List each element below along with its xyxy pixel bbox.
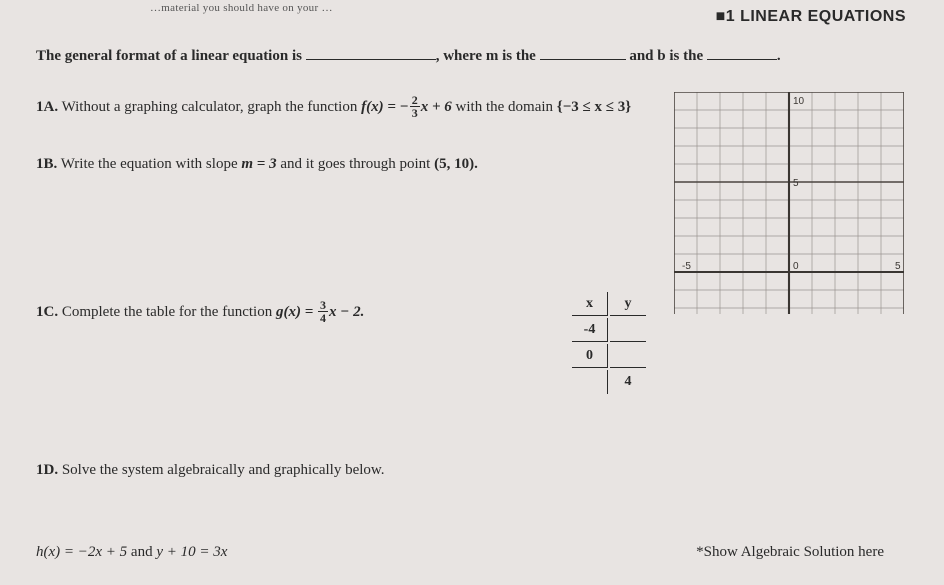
q1b-text3: . — [474, 156, 478, 172]
xtick-neg5: -5 — [682, 261, 691, 272]
xy-cell: 4 — [610, 370, 646, 394]
xtick-5: 5 — [895, 261, 901, 272]
q1c-label: 1C. — [36, 304, 58, 320]
q1b-label: 1B. — [36, 156, 57, 172]
q1c-fraction: 34 — [318, 299, 328, 324]
q1a-text1: Without a graphing calculator, graph the… — [58, 99, 361, 115]
q1b-m: m = 3 — [241, 156, 276, 172]
blank-linear-format — [306, 46, 436, 60]
q1a-text2: with the domain — [452, 99, 557, 115]
section-header: ■1 LINEAR EQUATIONS — [716, 8, 906, 26]
intro-part1: The general format of a linear equation … — [36, 48, 306, 64]
xy-header-y: y — [610, 292, 646, 316]
xtick-0: 0 — [793, 261, 799, 272]
q1a-label: 1A. — [36, 99, 58, 115]
q1c-g-lhs: g(x) = — [276, 304, 317, 320]
blank-m — [540, 46, 626, 60]
q1a-fn-rhs: x + 6 — [421, 99, 452, 115]
question-1b: 1B. Write the equation with slope m = 3 … — [36, 156, 676, 173]
question-1d: 1D. Solve the system algebraically and g… — [36, 462, 385, 479]
coordinate-grid: -5 0 5 5 10 — [674, 92, 904, 314]
ytick-5: 5 — [793, 178, 799, 189]
intro-sentence: The general format of a linear equation … — [36, 46, 906, 65]
xy-cell: 0 — [572, 344, 608, 368]
xy-cell — [610, 344, 646, 368]
table-row: 4 — [572, 370, 646, 394]
eq-y: y + 10 = 3x — [156, 544, 227, 560]
intro-part4: . — [777, 48, 781, 64]
page-cutoff-text: …material you should have on your … — [150, 2, 333, 14]
q1c-g-rhs: x − 2. — [329, 304, 364, 320]
q1b-text2: and it goes through point — [277, 156, 435, 172]
q1b-point: (5, 10) — [434, 156, 474, 172]
xy-header-x: x — [572, 292, 608, 316]
ytick-10: 10 — [793, 96, 805, 107]
table-row: x y — [572, 292, 646, 316]
q1b-text1: Write the equation with slope — [57, 156, 241, 172]
q1d-text1: Solve the system algebraically and graph… — [58, 462, 384, 478]
xy-cell: -4 — [572, 318, 608, 342]
q1d-label: 1D. — [36, 462, 58, 478]
intro-part2: , where m is the — [436, 48, 540, 64]
blank-b — [707, 46, 777, 60]
table-row: 0 — [572, 344, 646, 368]
xy-cell — [610, 318, 646, 342]
q1c-text1: Complete the table for the function — [58, 304, 276, 320]
q1a-domain: {−3 ≤ x ≤ 3} — [557, 99, 631, 115]
q1c-frac-den: 4 — [318, 312, 328, 324]
system-equations: h(x) = −2x + 5 and y + 10 = 3x — [36, 544, 227, 561]
q1a-frac-den: 3 — [410, 107, 420, 119]
intro-part3: and b is the — [626, 48, 707, 64]
eq-and: and — [127, 544, 156, 560]
xy-table: x y -4 0 4 — [570, 290, 648, 396]
question-1c: 1C. Complete the table for the function … — [36, 300, 556, 325]
question-1a: 1A. Without a graphing calculator, graph… — [36, 95, 636, 120]
xy-cell — [572, 370, 608, 394]
table-row: -4 — [572, 318, 646, 342]
q1a-fraction: 23 — [410, 94, 420, 119]
show-solution-note: *Show Algebraic Solution here — [696, 544, 884, 561]
eq-h: h(x) = −2x + 5 — [36, 544, 127, 560]
q1a-fn-lhs: f(x) = − — [361, 99, 409, 115]
